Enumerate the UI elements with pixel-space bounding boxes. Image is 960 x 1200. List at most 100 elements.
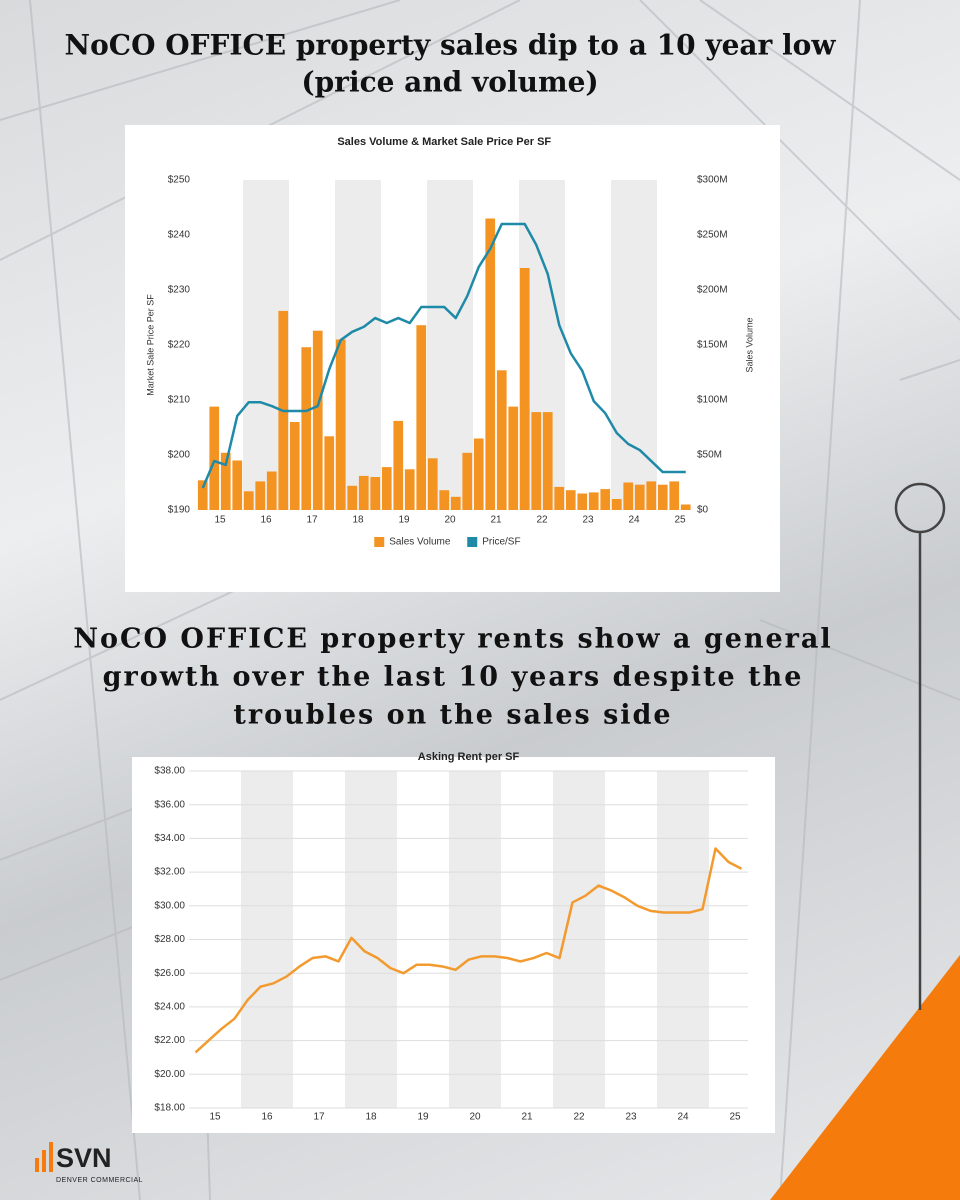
bar [232, 460, 243, 510]
subheading: NoCO OFFICE property rents show a genera… [73, 624, 832, 655]
x-tick-label: 17 [313, 1112, 325, 1123]
bar [393, 420, 404, 510]
bar [243, 491, 254, 510]
bar [657, 484, 668, 510]
y2-tick-label: $250M [697, 230, 728, 241]
bar [588, 492, 599, 510]
bar [301, 347, 312, 510]
bar [519, 268, 530, 510]
orange-corner [770, 955, 960, 1200]
y2-axis-title: Sales Volume [744, 317, 754, 372]
data-line [194, 847, 743, 1054]
bar [554, 486, 565, 510]
logo-bar [35, 1158, 39, 1172]
y2-tick-label: $50M [697, 450, 722, 461]
bar [611, 499, 622, 510]
bar [358, 475, 369, 510]
bar [312, 330, 323, 510]
logo-bar [42, 1150, 46, 1172]
bar [381, 467, 392, 510]
x-tick-label: 24 [628, 515, 640, 526]
x-tick-label: 19 [398, 515, 410, 526]
bar [646, 481, 657, 510]
y-tick-label: $28.00 [154, 934, 185, 945]
y-tick-label: $240 [168, 230, 191, 241]
x-tick-label: 22 [536, 515, 548, 526]
x-tick-label: 19 [417, 1112, 429, 1123]
subheading: troubles on the sales side [233, 700, 672, 731]
bar [347, 485, 358, 510]
bar [634, 484, 645, 510]
y-tick-label: $200 [168, 450, 191, 461]
y2-tick-label: $0 [697, 505, 709, 516]
bar [255, 481, 266, 510]
x-tick-label: 18 [365, 1112, 377, 1123]
legend-swatch [467, 537, 478, 547]
x-tick-label: 21 [490, 515, 502, 526]
y-tick-label: $22.00 [154, 1035, 185, 1046]
decor-circle [894, 482, 946, 534]
x-tick-label: 25 [729, 1112, 741, 1123]
y-tick-label: $220 [168, 340, 191, 351]
y2-tick-label: $200M [697, 285, 728, 296]
y-tick-label: $250 [168, 175, 191, 186]
y-tick-label: $20.00 [154, 1069, 185, 1080]
y-tick-label: $32.00 [154, 867, 185, 878]
y2-tick-label: $100M [697, 395, 728, 406]
bar [485, 218, 496, 510]
bar [669, 481, 680, 510]
y2-tick-label: $150M [697, 340, 728, 351]
y-tick-label: $190 [168, 505, 191, 516]
bar [404, 469, 415, 510]
bar [450, 496, 461, 510]
bar [209, 406, 220, 510]
bar [220, 452, 231, 510]
bar [600, 489, 611, 510]
x-tick-label: 15 [209, 1112, 221, 1123]
x-tick-label: 23 [582, 515, 594, 526]
x-tick-label: 20 [444, 515, 456, 526]
x-tick-label: 25 [674, 515, 686, 526]
bar [577, 493, 588, 510]
x-tick-label: 22 [573, 1112, 585, 1123]
y-axis-title: Market Sale Price Per SF [145, 294, 155, 396]
y-tick-label: $30.00 [154, 900, 185, 911]
logo: SVN DENVER COMMERCIAL [35, 1142, 143, 1184]
logo-bar [49, 1142, 53, 1172]
bar [462, 452, 473, 510]
bar [531, 412, 542, 510]
bar [439, 490, 450, 510]
bar [266, 471, 277, 510]
y-tick-label: $26.00 [154, 968, 185, 979]
subheading: growth over the last 10 years despite th… [103, 662, 804, 693]
bar [508, 406, 519, 510]
legend-label: Sales Volume [389, 537, 451, 548]
bar [289, 422, 300, 510]
bar [370, 477, 381, 510]
bar [335, 339, 346, 510]
y-tick-label: $36.00 [154, 799, 185, 810]
bar [565, 490, 576, 510]
legend-swatch [374, 537, 385, 547]
y-tick-label: $210 [168, 395, 191, 406]
bar [623, 482, 634, 510]
x-tick-label: 17 [306, 515, 318, 526]
x-tick-label: 23 [625, 1112, 637, 1123]
chart-title: Asking Rent per SF [418, 751, 520, 763]
y-tick-label: $38.00 [154, 766, 185, 777]
y-tick-label: $34.00 [154, 833, 185, 844]
bar [680, 504, 691, 510]
x-tick-label: 15 [214, 515, 226, 526]
y-tick-label: $230 [168, 285, 191, 296]
logo-name: SVN [56, 1143, 112, 1173]
x-tick-label: 20 [469, 1112, 481, 1123]
bar [542, 412, 553, 510]
bar [427, 458, 438, 510]
data-line [201, 222, 686, 489]
legend-label: Price/SF [482, 537, 520, 548]
bar [473, 438, 484, 510]
logo-tagline: DENVER COMMERCIAL [56, 1177, 143, 1184]
heading: NoCO OFFICE property sales dip to a 10 y… [65, 29, 837, 62]
